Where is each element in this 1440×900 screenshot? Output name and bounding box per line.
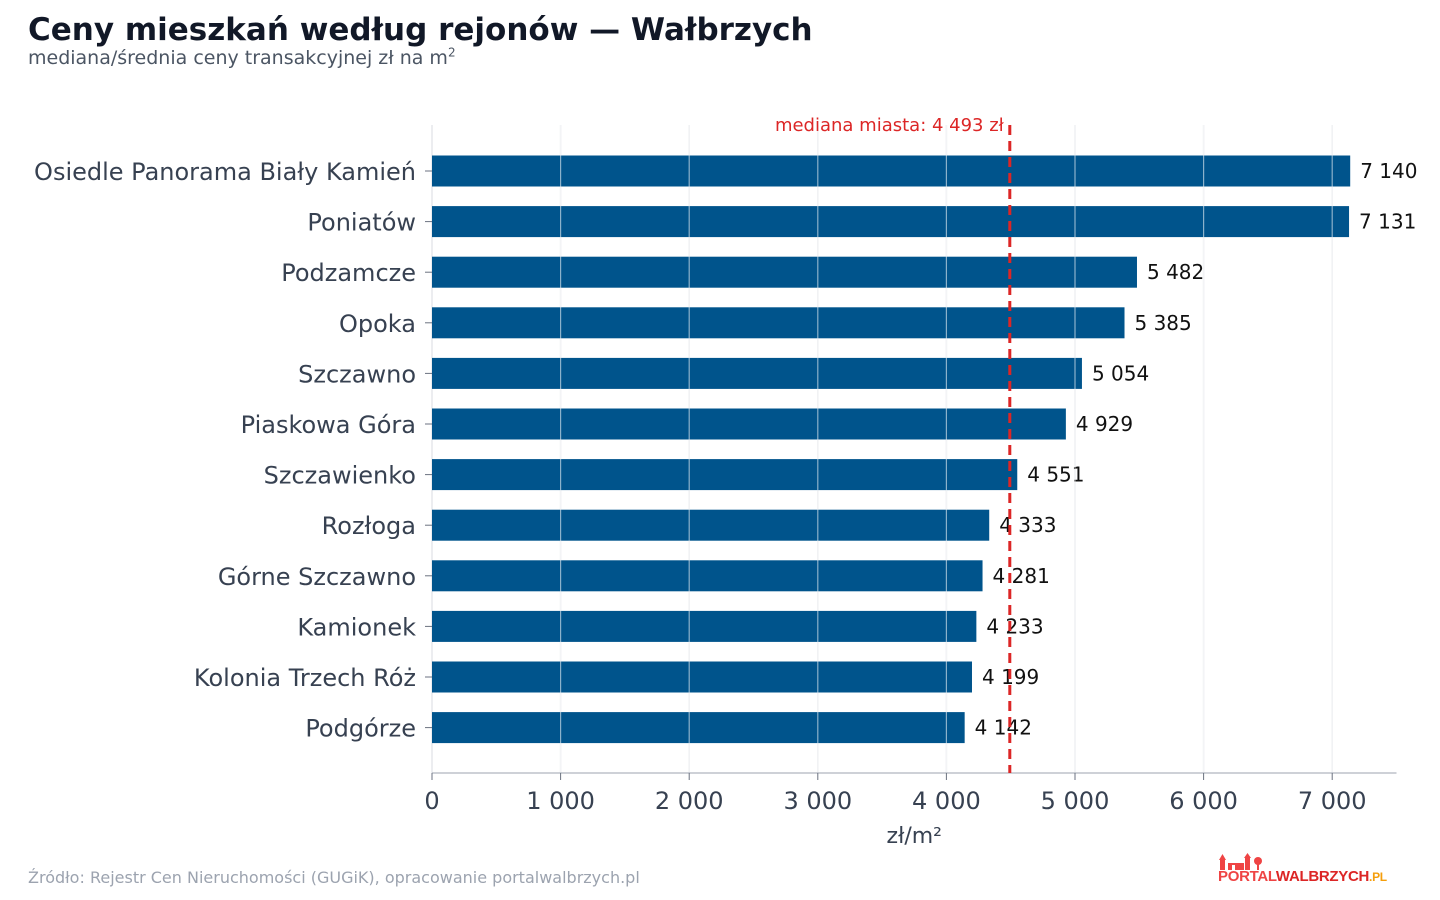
category-label: Opoka	[339, 310, 416, 338]
bar	[432, 459, 1018, 491]
category-label: Osiedle Panorama Biały Kamień	[34, 158, 416, 186]
source-note: Źródło: Rejestr Cen Nieruchomości (GUGiK…	[28, 868, 640, 887]
chart-title: Ceny mieszkań według rejonów — Wałbrzych	[28, 12, 813, 48]
x-tick-label: 7 000	[1298, 787, 1367, 815]
value-label: 4 281	[993, 564, 1050, 588]
x-tick-label: 1 000	[526, 787, 595, 815]
bar	[432, 661, 972, 693]
category-label: Kamionek	[297, 613, 416, 641]
category-label: Kolonia Trzech Róż	[194, 664, 416, 692]
x-axis-label: zł/m²	[887, 824, 942, 849]
category-label: Szczawno	[298, 360, 416, 388]
value-label: 4 142	[975, 716, 1032, 740]
category-label: Podgórze	[305, 715, 416, 743]
bar	[432, 610, 977, 642]
portal-logo[interactable]: PORTALWALBRZYCH.PL	[1214, 852, 1414, 892]
bar	[432, 712, 965, 744]
value-label: 4 333	[999, 513, 1056, 537]
chart-subtitle: mediana/średnia ceny transakcyjnej zł na…	[28, 47, 456, 69]
x-tick-label: 6 000	[1169, 787, 1238, 815]
bar	[432, 206, 1350, 238]
category-label: Szczawienko	[264, 462, 416, 490]
value-label: 7 131	[1359, 210, 1416, 234]
castle-icon	[1219, 853, 1262, 870]
logo-text: PORTALWALBRZYCH.PL	[1218, 868, 1387, 885]
value-label: 7 140	[1360, 159, 1417, 183]
logo-part-walbrzych: WALBRZYCH	[1275, 868, 1370, 885]
value-label: 5 054	[1092, 361, 1149, 385]
subtitle-text: mediana/średnia ceny transakcyjnej zł na…	[28, 47, 448, 69]
x-tick-label: 2 000	[655, 787, 724, 815]
category-label: Rozłoga	[322, 512, 416, 540]
value-label: 5 482	[1147, 260, 1204, 284]
value-label: 4 233	[986, 614, 1043, 638]
logo-part-pl: .PL	[1369, 870, 1387, 884]
category-label: Górne Szczawno	[218, 563, 416, 591]
bar	[432, 155, 1351, 187]
subtitle-superscript: 2	[447, 45, 456, 60]
bar	[432, 256, 1137, 288]
bar	[432, 357, 1082, 389]
median-label: mediana miasta: 4 493 zł	[775, 115, 1005, 136]
bar	[432, 307, 1125, 339]
logo-part-portal: PORTAL	[1218, 868, 1276, 885]
x-tick-label: 0	[424, 787, 439, 815]
category-label: Poniatów	[307, 209, 416, 237]
value-label: 5 385	[1135, 311, 1192, 335]
bar	[432, 408, 1066, 440]
x-tick-label: 5 000	[1041, 787, 1110, 815]
bar	[432, 509, 990, 541]
x-tick-label: 4 000	[912, 787, 981, 815]
category-label: Podzamcze	[281, 259, 416, 287]
value-label: 4 551	[1027, 463, 1084, 487]
value-label: 4 929	[1076, 412, 1133, 436]
x-tick-label: 3 000	[783, 787, 852, 815]
bar	[432, 560, 983, 592]
category-label: Piaskowa Góra	[241, 411, 416, 439]
